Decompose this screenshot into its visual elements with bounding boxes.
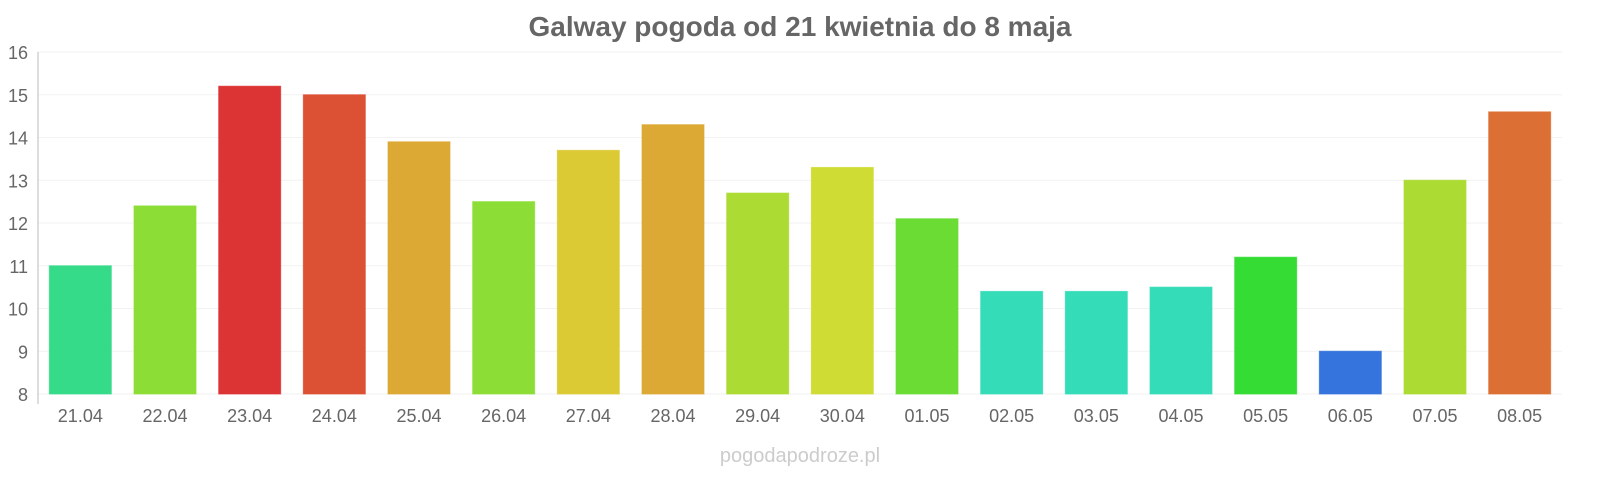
x-tick-label: 29.04	[735, 406, 780, 426]
bar	[387, 141, 451, 395]
bar	[1318, 350, 1382, 395]
chart-title: Galway pogoda od 21 kwietnia do 8 maja	[528, 11, 1071, 42]
y-tick-label: 14	[8, 129, 28, 149]
x-tick-label: 02.05	[989, 406, 1034, 426]
x-tick-label: 06.05	[1328, 406, 1373, 426]
x-tick-label: 25.04	[396, 406, 441, 426]
x-tick-label: 26.04	[481, 406, 526, 426]
y-tick-label: 16	[8, 43, 28, 63]
x-tick-label: 04.05	[1158, 406, 1203, 426]
x-tick-label: 28.04	[650, 406, 695, 426]
x-tick-label: 22.04	[142, 406, 187, 426]
x-tick-label: 23.04	[227, 406, 272, 426]
bar	[556, 149, 620, 395]
bar	[895, 218, 959, 395]
bar	[726, 192, 790, 395]
bar	[48, 265, 112, 395]
x-tick-label: 08.05	[1497, 406, 1542, 426]
bar	[1488, 111, 1552, 395]
bar	[980, 290, 1044, 395]
x-tick-label: 27.04	[566, 406, 611, 426]
bar	[1064, 290, 1128, 395]
bar	[810, 166, 874, 395]
bar	[133, 205, 197, 395]
bar	[302, 94, 366, 395]
y-tick-label: 12	[8, 214, 28, 234]
x-tick-label: 07.05	[1412, 406, 1457, 426]
x-tick-label: 01.05	[904, 406, 949, 426]
y-tick-label: 13	[8, 171, 28, 191]
watermark: pogodapodroze.pl	[720, 445, 880, 467]
x-tick-label: 05.05	[1243, 406, 1288, 426]
x-tick-label: 03.05	[1074, 406, 1119, 426]
y-tick-label: 8	[18, 385, 28, 405]
y-tick-label: 11	[9, 257, 28, 277]
bar	[641, 124, 705, 395]
bar	[472, 201, 536, 395]
x-tick-label: 24.04	[312, 406, 357, 426]
y-tick-label: 9	[18, 342, 28, 362]
bar	[218, 85, 282, 395]
bar	[1403, 179, 1467, 395]
x-tick-label: 30.04	[820, 406, 865, 426]
bar	[1234, 256, 1298, 395]
y-tick-label: 15	[8, 86, 28, 106]
bar	[1149, 286, 1213, 395]
y-tick-label: 10	[8, 300, 28, 320]
x-tick-label: 21.04	[58, 406, 103, 426]
